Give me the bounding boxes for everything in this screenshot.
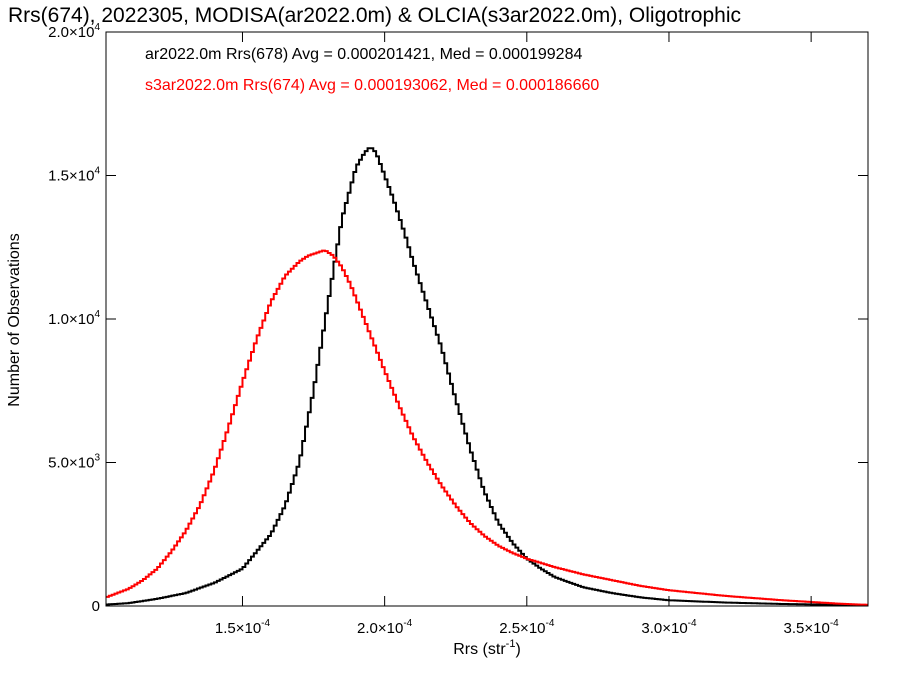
legend-entry-olcia: s3ar2022.0m Rrs(674) Avg = 0.000193062, … [145, 77, 599, 94]
x-tick-label: 2.5×10-4 [499, 618, 555, 637]
x-tick-label: 3.0×10-4 [641, 618, 697, 637]
series-olcia-line [106, 249, 868, 606]
x-tick-label: 2.0×10-4 [357, 618, 413, 637]
chart-title: Rrs(674), 2022305, MODISA(ar2022.0m) & O… [8, 4, 741, 27]
series-modisa-line [106, 147, 868, 607]
y-tick-label: 5.0×103 [48, 453, 100, 472]
y-axis-ticks: 0 5.0×103 1.0×104 1.5×104 2.0×104 [48, 22, 868, 615]
plot-frame [105, 31, 869, 607]
series-layer [106, 147, 868, 607]
x-axis-ticks: 1.5×10-4 2.0×10-4 2.5×10-4 3.0×10-4 3.5×10-4 [215, 32, 839, 637]
x-axis-title-exponent: -1 [506, 638, 516, 650]
y-tick-label: 2.0×104 [48, 22, 100, 41]
legend-entry-modisa: ar2022.0m Rrs(678) Avg = 0.000201421, Me… [145, 46, 582, 63]
y-tick-label: 0 [92, 598, 100, 615]
y-axis-title: Number of Observations [6, 233, 23, 406]
y-tick-label: 1.5×104 [48, 166, 100, 185]
x-tick-label: 3.5×10-4 [784, 618, 840, 637]
x-axis-title: Rrs (str-1) [453, 638, 521, 658]
x-tick-label: 1.5×10-4 [215, 618, 271, 637]
y-tick-label: 1.0×104 [48, 309, 100, 328]
